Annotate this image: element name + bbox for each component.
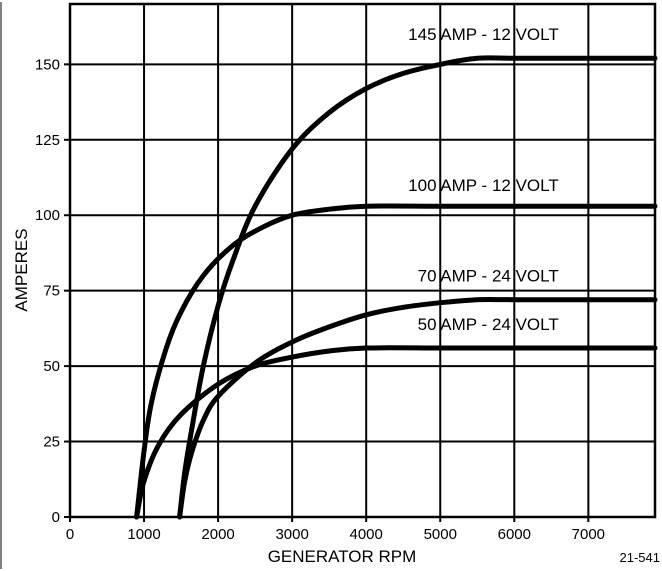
series-label-4: 50 AMP - 24 VOLT xyxy=(418,315,559,334)
x-tick-label: 2000 xyxy=(201,526,234,543)
grid xyxy=(64,2,657,522)
series-label-1: 145 AMP - 12 VOLT xyxy=(408,25,559,44)
x-tick-label: 1000 xyxy=(127,526,160,543)
y-tick-label: 25 xyxy=(43,434,60,451)
y-tick-label: 50 xyxy=(43,358,60,375)
x-tick-label: 5000 xyxy=(424,526,457,543)
x-tick-label: 6000 xyxy=(498,526,531,543)
series-label-3: 70 AMP - 24 VOLT xyxy=(418,267,559,286)
y-tick-labels: 0 25 50 75 100 125 150 xyxy=(35,56,60,526)
series-line-2 xyxy=(134,203,658,520)
series-line-4 xyxy=(134,345,658,520)
y-tick-label: 75 xyxy=(43,283,60,300)
series-curves xyxy=(134,55,658,520)
x-tick-labels: 0 1000 2000 3000 4000 5000 6000 7000 xyxy=(66,526,605,543)
x-tick-label: 0 xyxy=(66,526,74,543)
y-tick-label: 125 xyxy=(35,132,60,149)
plot-frame xyxy=(68,2,657,519)
x-axis-title: GENERATOR RPM xyxy=(268,547,417,566)
series-line-3 xyxy=(177,296,658,520)
series-label-2: 100 AMP - 12 VOLT xyxy=(408,176,559,195)
series-labels: 145 AMP - 12 VOLT 100 AMP - 12 VOLT 70 AMP… xyxy=(408,25,559,334)
y-tick-label: 100 xyxy=(35,207,60,224)
y-tick-label: 150 xyxy=(35,56,60,73)
y-tick-label: 0 xyxy=(52,509,60,526)
series-line-1 xyxy=(177,55,658,520)
y-axis-title: AMPERES xyxy=(12,228,31,311)
x-tick-label: 7000 xyxy=(572,526,605,543)
x-tick-label: 4000 xyxy=(350,526,383,543)
figure-code: 21-541 xyxy=(620,550,660,565)
x-tick-label: 3000 xyxy=(275,526,308,543)
